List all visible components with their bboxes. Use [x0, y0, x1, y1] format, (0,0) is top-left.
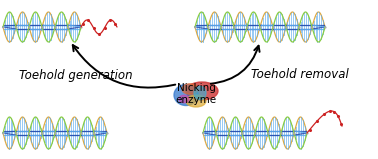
Point [26, 26, 32, 28]
Point [112, 23, 118, 25]
Point [322, 26, 328, 28]
Point [283, 26, 289, 28]
Point [52, 26, 58, 28]
Point [270, 26, 276, 28]
Point [327, 110, 333, 113]
Point [26, 132, 32, 134]
Point [102, 27, 108, 29]
Point [304, 132, 310, 134]
Point [265, 132, 271, 134]
Point [218, 26, 224, 28]
Point [52, 132, 58, 134]
Point [85, 19, 91, 22]
Point [104, 132, 110, 134]
Ellipse shape [182, 84, 198, 94]
Point [107, 19, 113, 21]
Point [65, 132, 71, 134]
Point [252, 132, 258, 134]
Point [0, 132, 6, 134]
Point [307, 129, 313, 131]
Point [257, 26, 263, 28]
Ellipse shape [174, 84, 198, 106]
Point [13, 26, 19, 28]
Point [78, 132, 84, 134]
Point [13, 132, 19, 134]
Point [96, 33, 102, 35]
Point [200, 132, 206, 134]
Point [278, 132, 284, 134]
Text: Nicking
enzyme: Nicking enzyme [175, 83, 217, 105]
Point [321, 113, 327, 116]
Point [335, 115, 341, 118]
Point [65, 26, 71, 28]
Point [213, 132, 219, 134]
Ellipse shape [179, 95, 189, 103]
Text: Toehold removal: Toehold removal [251, 69, 349, 82]
Ellipse shape [194, 86, 206, 100]
Point [39, 132, 45, 134]
Text: Toehold generation: Toehold generation [19, 69, 133, 82]
Point [192, 26, 198, 28]
Point [78, 26, 84, 28]
Ellipse shape [186, 82, 218, 100]
Point [205, 26, 211, 28]
Point [80, 23, 86, 25]
Point [314, 120, 320, 122]
Point [332, 111, 338, 113]
Point [91, 27, 97, 29]
Point [231, 26, 237, 28]
Point [309, 26, 315, 28]
Ellipse shape [186, 95, 206, 107]
Point [0, 26, 6, 28]
Point [338, 123, 344, 125]
Point [226, 132, 232, 134]
Point [39, 26, 45, 28]
Point [244, 26, 250, 28]
Point [239, 132, 245, 134]
Point [91, 132, 97, 134]
Point [296, 26, 302, 28]
Point [291, 132, 297, 134]
